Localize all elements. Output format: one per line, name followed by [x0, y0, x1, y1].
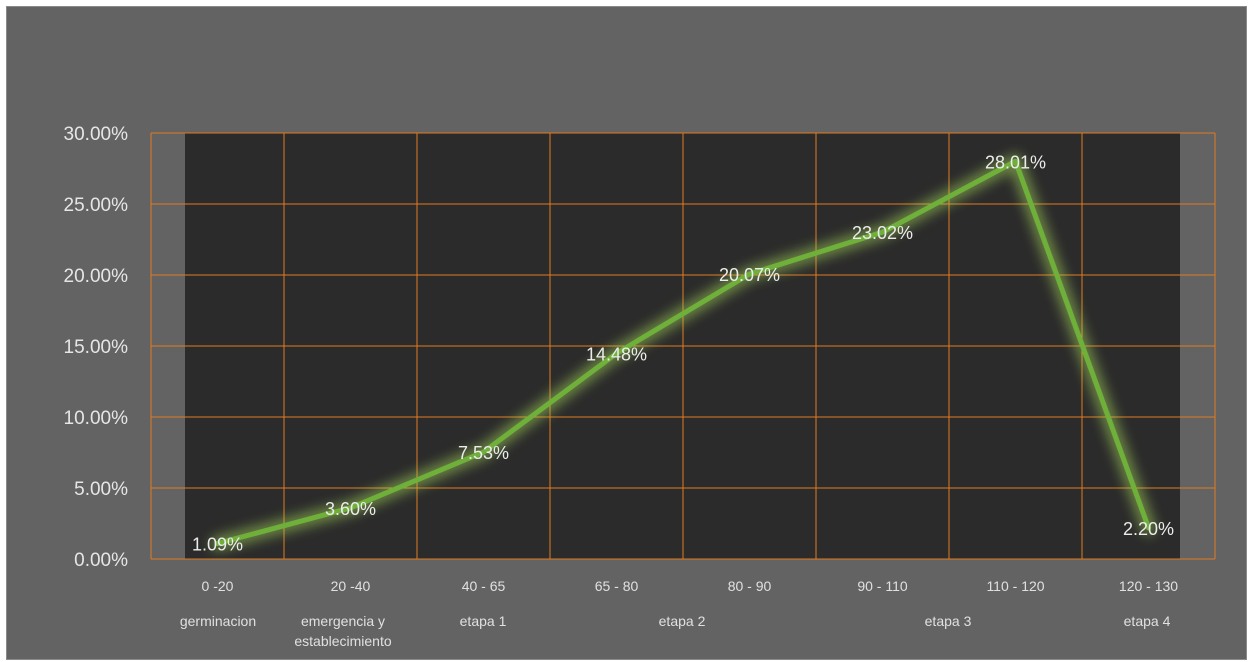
phase-label: germinacion: [180, 613, 256, 629]
x-tick-label: 90 - 110: [857, 578, 908, 594]
x-tick-label: 20 -40: [331, 578, 371, 594]
data-label: 7.53%: [458, 443, 509, 463]
phase-label: etapa 3: [925, 613, 972, 629]
data-label: 2.20%: [1123, 519, 1174, 539]
data-point: [614, 350, 619, 356]
data-label: 3.60%: [325, 499, 376, 519]
x-tick-label: 0 -20: [202, 578, 234, 594]
x-tick-label: 110 - 120: [986, 578, 1044, 594]
x-tick-label: 65 - 80: [595, 578, 639, 594]
y-tick-label: 15.00%: [64, 337, 129, 358]
data-point: [348, 505, 353, 511]
y-tick-label: 20.00%: [64, 266, 129, 287]
phase-label: etapa 1: [460, 613, 507, 629]
data-label: 14.48%: [586, 344, 647, 364]
data-label: 23.02%: [852, 223, 913, 243]
data-point: [481, 449, 486, 455]
series-line: [215, 158, 1151, 547]
y-tick-label: 25.00%: [64, 195, 129, 216]
data-point: [747, 271, 752, 277]
y-tick-label: 30.00%: [64, 124, 129, 145]
y-tick-label: 0.00%: [74, 550, 128, 571]
data-label: 20.07%: [719, 265, 780, 285]
data-point: [215, 541, 220, 547]
data-point: [880, 229, 885, 235]
x-tick-label: 80 - 90: [728, 578, 772, 594]
data-point: [1013, 158, 1018, 164]
phase-label: emergencia y: [301, 613, 385, 629]
phase-label: establecimiento: [294, 633, 391, 649]
y-tick-label: 10.00%: [64, 408, 129, 429]
phase-label: etapa 4: [1124, 613, 1171, 629]
y-tick-label: 5.00%: [74, 479, 128, 500]
x-tick-label: 40 - 65: [462, 578, 506, 594]
data-label: 28.01%: [985, 152, 1046, 172]
phase-label: etapa 2: [659, 613, 706, 629]
data-label: 1.09%: [192, 535, 243, 555]
data-point: [1146, 525, 1151, 531]
x-tick-label: 120 - 130: [1119, 578, 1178, 594]
